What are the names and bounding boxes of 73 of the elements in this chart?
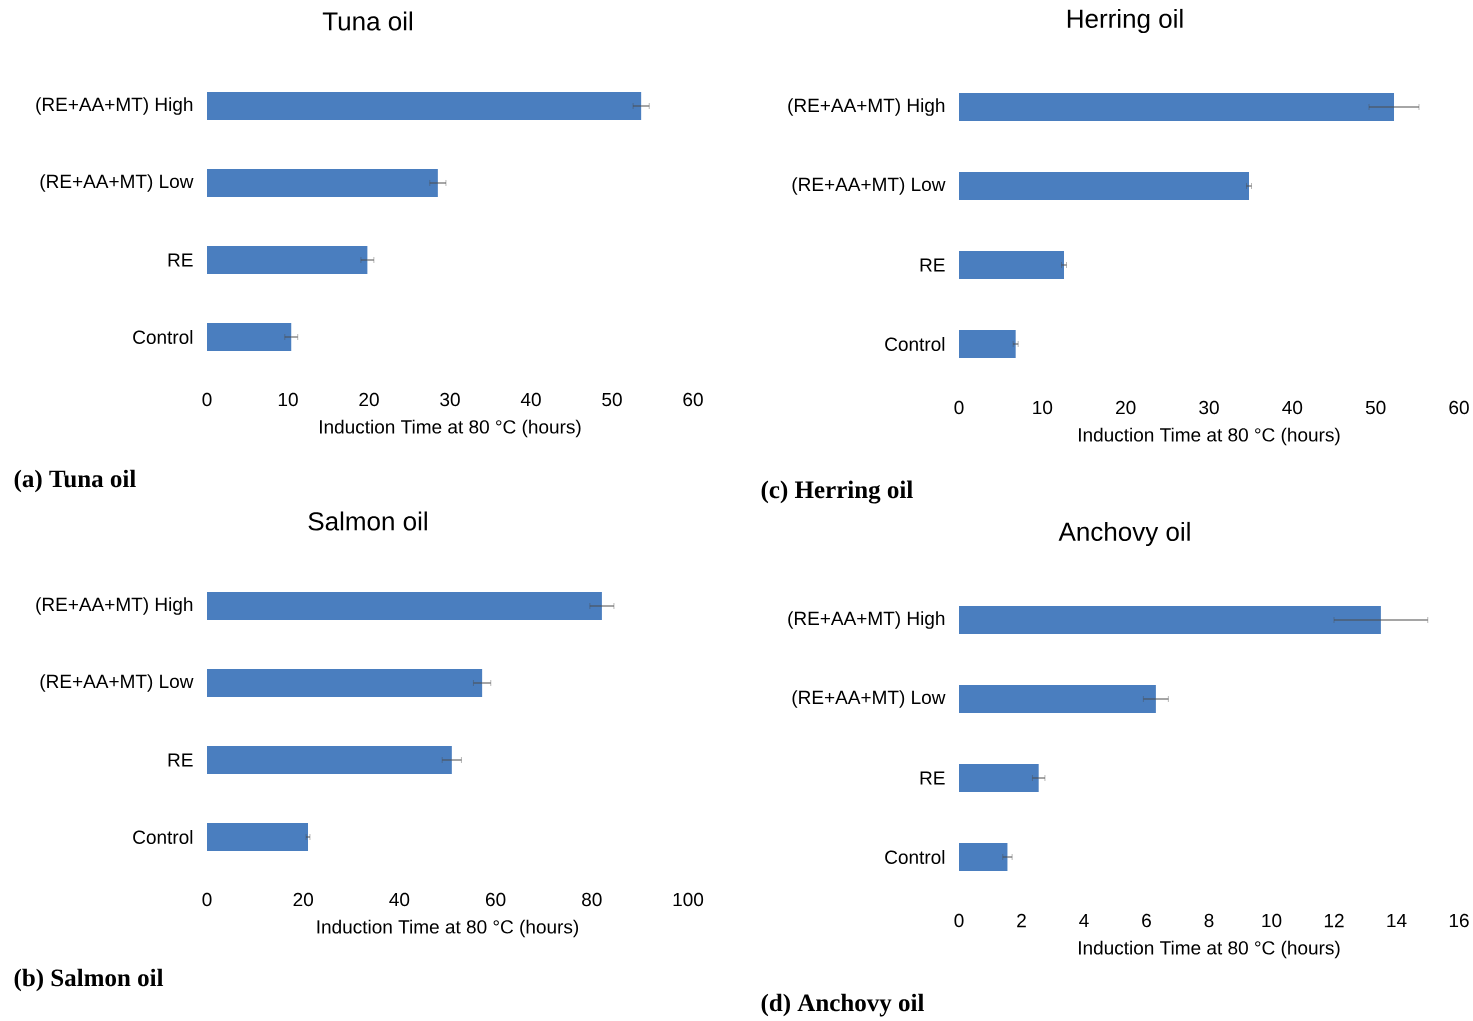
x-tick-label: 10 [1262,913,1282,928]
x-axis-title: Induction Time at 80 °C (hours) [320,419,581,438]
bar [959,251,1065,279]
x-tick-label: 50 [1365,400,1386,415]
y-tick-label: (RE+AA+MT) High [36,97,193,115]
x-tick-label: 40 [520,392,541,407]
y-tick-label: RE [920,258,945,272]
x-tick-label: 60 [683,392,703,407]
chart-title: Tuna oil [322,11,412,31]
bar [207,323,292,351]
bar [959,843,1008,871]
bar [959,172,1250,200]
bar [959,606,1381,634]
y-tick-label: Control [885,337,945,351]
x-tick-label: 30 [1199,400,1219,415]
x-tick-label: 60 [1449,400,1469,415]
bar [207,246,368,274]
bar [959,685,1156,713]
y-tick-label: (RE+AA+MT) High [36,597,193,615]
y-tick-label: RE [168,253,193,267]
text: (b) Salmon oil [14,968,164,992]
x-tick-label: 12 [1324,913,1344,928]
bar [959,330,1016,358]
bar [207,169,438,197]
y-tick-label: (RE+AA+MT) Low [792,690,946,708]
chart-title: Herring oil [1067,8,1183,34]
x-tick-label: 40 [1282,400,1303,415]
x-tick-label: 8 [1204,913,1214,928]
x-tick-label: 14 [1387,913,1407,928]
x-axis-title: Induction Time at 80 °C (hours) [1079,940,1340,959]
text: (d) Anchovy oil [761,993,924,1017]
chart-title: Anchovy oil [1058,521,1190,547]
y-tick-label: RE [920,771,945,785]
x-axis-title: Induction Time at 80 °C (hours) [1079,427,1340,446]
text: (a) Tuna oil [14,469,136,493]
bar [207,92,642,120]
x-tick-label: 50 [602,392,622,407]
bar [207,669,483,697]
bar [207,823,309,851]
y-tick-label: (RE+AA+MT) Low [40,674,194,692]
bar [959,93,1395,121]
y-tick-label: (RE+AA+MT) High [788,98,945,116]
x-tick-label: 10 [278,392,298,407]
x-tick-label: 30 [440,392,460,407]
y-tick-label: Control [133,830,193,844]
bar [959,764,1039,793]
bar [207,592,602,621]
chart-title: Salmon oil [308,511,427,531]
x-tick-label: 80 [582,892,602,907]
x-tick-label: 16 [1449,913,1469,928]
x-tick-label: 10 [1033,400,1053,415]
x-tick-label: 0 [954,400,964,415]
y-tick-label: RE [168,753,193,767]
x-tick-label: 0 [202,392,212,407]
x-tick-label: 40 [389,892,410,907]
y-tick-label: (RE+AA+MT) High [788,611,945,629]
y-tick-label: (RE+AA+MT) Low [792,177,946,195]
x-tick-label: 0 [954,913,964,928]
text: (c) Herring oil [761,480,913,504]
x-axis-title: Induction Time at 80 °C (hours) [317,919,579,938]
y-tick-label: (RE+AA+MT) Low [40,174,194,192]
y-tick-label: Control [885,850,945,864]
x-tick-label: 2 [1017,913,1026,928]
x-tick-label: 6 [1142,913,1151,928]
y-tick-label: Control [133,330,193,344]
x-tick-label: 20 [293,892,314,907]
x-tick-label: 20 [1116,400,1136,415]
x-tick-label: 60 [485,892,506,907]
x-tick-label: 0 [202,892,212,907]
x-tick-label: 4 [1079,913,1089,928]
bar [207,746,452,775]
x-tick-label: 100 [673,892,704,907]
x-tick-label: 20 [359,392,379,407]
